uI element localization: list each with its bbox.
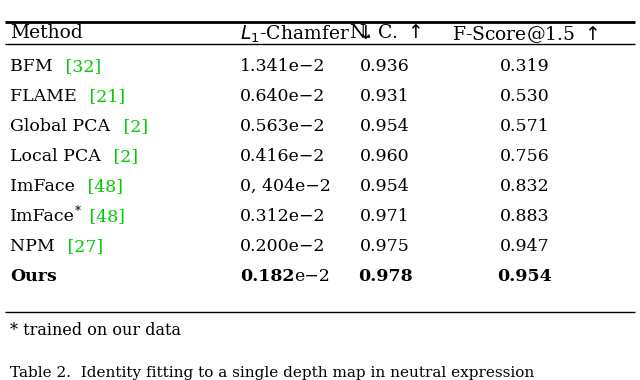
- Text: BFM: BFM: [10, 58, 58, 75]
- Text: 0.756: 0.756: [500, 148, 550, 165]
- Text: 1.341e−2: 1.341e−2: [240, 58, 326, 75]
- Text: 0.978: 0.978: [358, 268, 412, 285]
- Text: [48]: [48]: [83, 178, 124, 195]
- Text: 0.931: 0.931: [360, 88, 410, 105]
- Text: *: *: [75, 205, 81, 218]
- Text: 0.563e−2: 0.563e−2: [240, 118, 326, 135]
- Text: $L_1$-Chamfer $\downarrow$: $L_1$-Chamfer $\downarrow$: [240, 24, 372, 45]
- Text: ImFace: ImFace: [10, 178, 81, 195]
- Text: NPM: NPM: [10, 238, 60, 255]
- Text: [2]: [2]: [108, 148, 138, 165]
- Text: FLAME: FLAME: [10, 88, 83, 105]
- Text: 0.883: 0.883: [500, 208, 550, 225]
- Text: 0.954: 0.954: [498, 268, 552, 285]
- Text: Table 2.  Identity fitting to a single depth map in neutral expression: Table 2. Identity fitting to a single de…: [10, 366, 534, 380]
- Text: Local PCA: Local PCA: [10, 148, 106, 165]
- Text: F-Score@1.5 $\uparrow$: F-Score@1.5 $\uparrow$: [452, 24, 598, 45]
- Text: 0.936: 0.936: [360, 58, 410, 75]
- Text: 0.530: 0.530: [500, 88, 550, 105]
- Text: [21]: [21]: [84, 88, 125, 105]
- Text: 0.312e−2: 0.312e−2: [240, 208, 326, 225]
- Text: e−2: e−2: [294, 268, 330, 285]
- Text: [48]: [48]: [84, 208, 125, 225]
- Text: 0.947: 0.947: [500, 238, 550, 255]
- Text: ImFace: ImFace: [10, 208, 75, 225]
- Text: 0.954: 0.954: [360, 178, 410, 195]
- Text: Global PCA: Global PCA: [10, 118, 115, 135]
- Text: 0.960: 0.960: [360, 148, 410, 165]
- Text: [2]: [2]: [118, 118, 148, 135]
- Text: * trained on our data: * trained on our data: [10, 322, 181, 339]
- Text: 0, 404e−2: 0, 404e−2: [240, 178, 331, 195]
- Text: 0.319: 0.319: [500, 58, 550, 75]
- Text: 0.975: 0.975: [360, 238, 410, 255]
- Text: 0.971: 0.971: [360, 208, 410, 225]
- Text: [32]: [32]: [60, 58, 102, 75]
- Text: 0.182: 0.182: [240, 268, 294, 285]
- Text: [27]: [27]: [62, 238, 104, 255]
- Text: N. C. $\uparrow$: N. C. $\uparrow$: [349, 24, 421, 42]
- Text: 0.571: 0.571: [500, 118, 550, 135]
- Text: 0.200e−2: 0.200e−2: [240, 238, 326, 255]
- Text: 0.640e−2: 0.640e−2: [240, 88, 325, 105]
- Text: 0.416e−2: 0.416e−2: [240, 148, 325, 165]
- Text: 0.832: 0.832: [500, 178, 550, 195]
- Text: Method: Method: [10, 24, 83, 42]
- Text: 0.954: 0.954: [360, 118, 410, 135]
- Text: Ours: Ours: [10, 268, 57, 285]
